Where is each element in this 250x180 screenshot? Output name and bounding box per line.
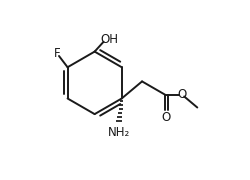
Text: NH₂: NH₂ <box>108 126 130 139</box>
Text: O: O <box>178 88 187 101</box>
Text: F: F <box>54 47 60 60</box>
Text: O: O <box>162 111 171 124</box>
Text: OH: OH <box>100 33 118 46</box>
